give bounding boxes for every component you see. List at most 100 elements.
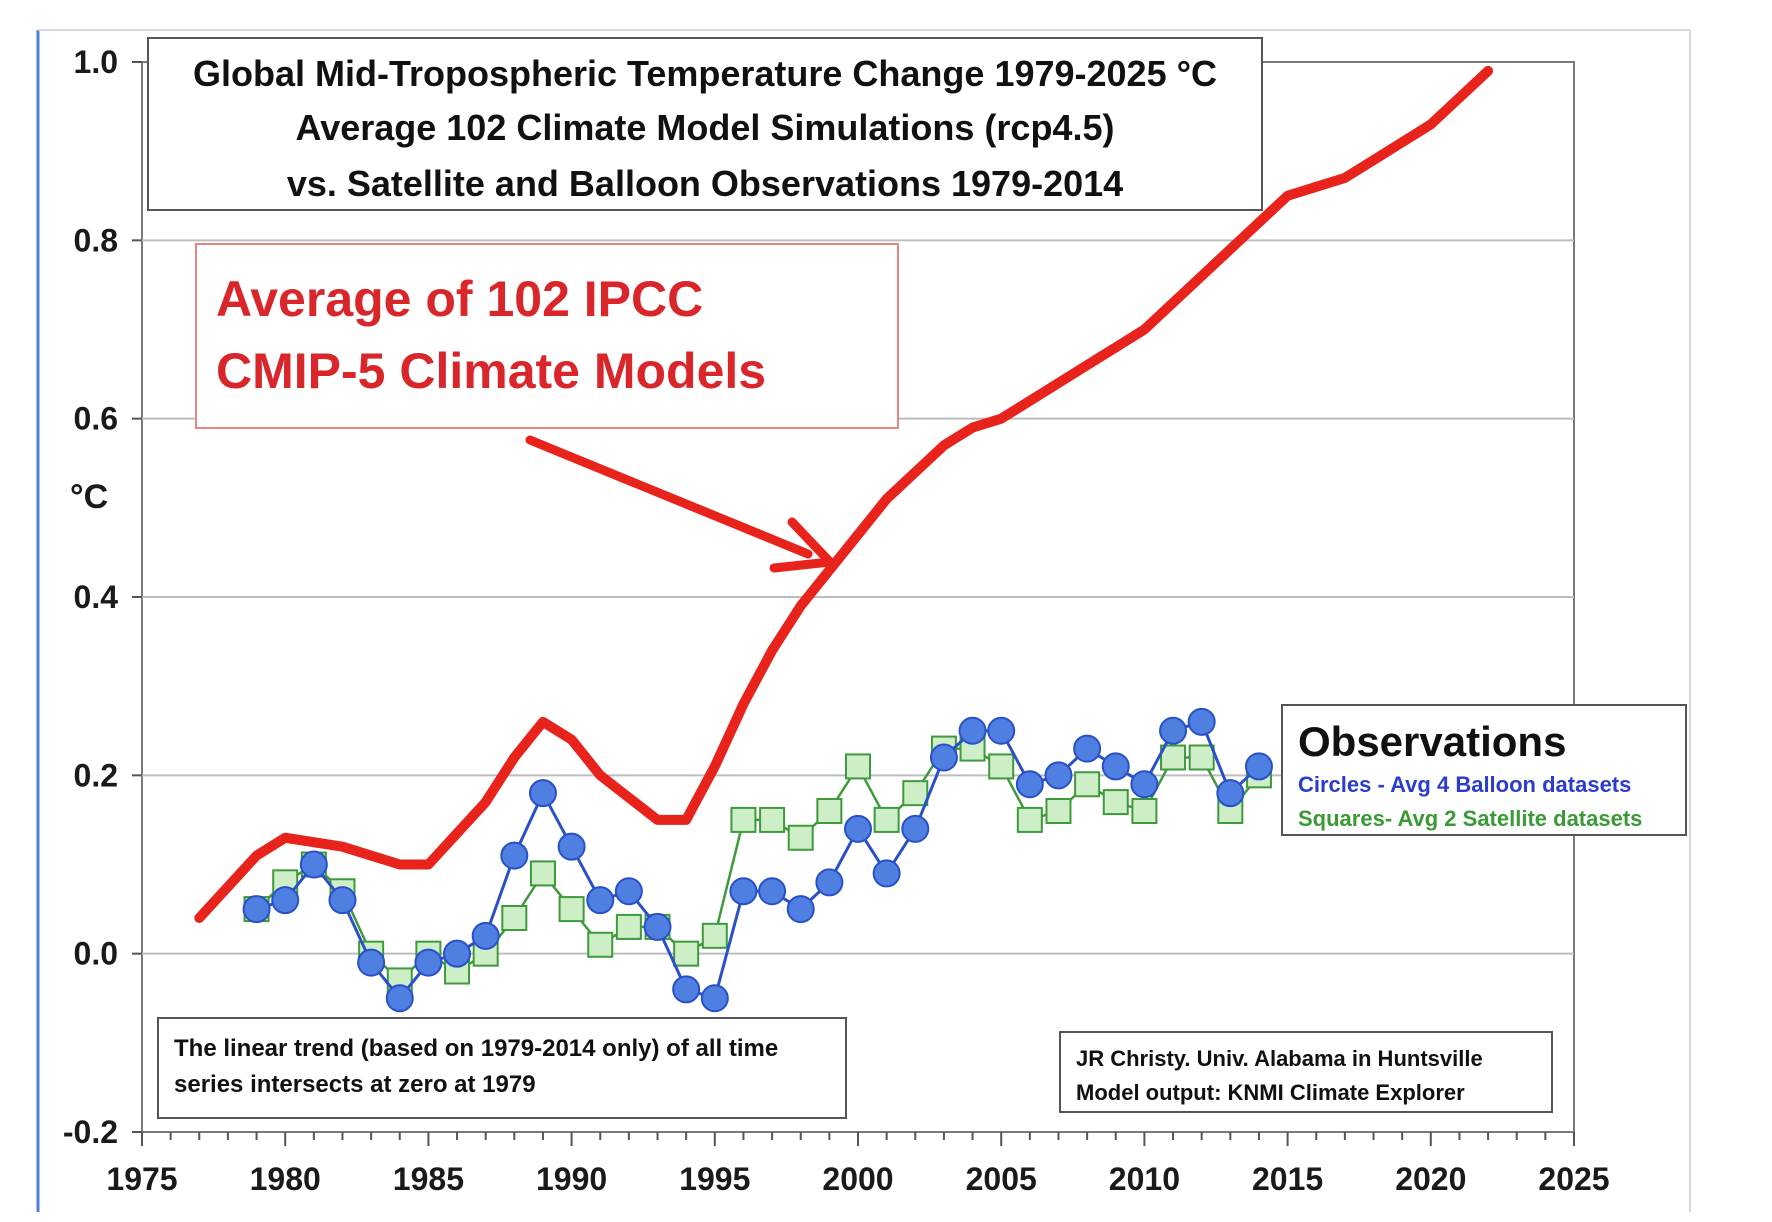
balloon-point [1187,707,1216,736]
satellite-point [501,905,528,931]
satellite-point [701,922,728,949]
balloon-point [242,895,271,924]
legend-item-satellite: Squares- Avg 2 Satellite datasets [1298,806,1642,831]
balloon-point [528,779,557,808]
legend-frame [1281,704,1687,836]
satellite-point [615,913,642,940]
balloon-point [614,877,643,906]
x-tick-label: 1995 [679,1161,750,1197]
balloon-point [729,877,758,906]
title-box: Global Mid-Tropospheric Temperature Chan… [147,37,1263,211]
balloon-point [1244,752,1273,781]
balloon-point [471,921,500,950]
models-label-line-1: Average of 102 IPCC [216,271,703,327]
x-tick-label: 1985 [393,1161,464,1197]
y-tick-label: 0.2 [74,757,118,793]
y-tick-label: -0.2 [63,1114,118,1150]
x-tick-label: 1990 [536,1161,607,1197]
satellite-point [1131,798,1158,824]
balloon-point [1044,761,1073,790]
x-tick-label: 2020 [1395,1161,1466,1197]
credit-line-2: Model output: KNMI Climate Explorer [1076,1080,1465,1105]
satellite-point [787,824,814,851]
x-tick-label: 2010 [1109,1161,1180,1197]
balloon-point [299,850,328,879]
x-tick-label: 2015 [1252,1161,1323,1197]
satellite-point [1045,798,1072,824]
satellite-point [558,896,585,923]
title-box-frame [147,37,1263,211]
balloon-point [328,886,357,915]
x-tick-label: 2000 [822,1161,893,1197]
satellite-point [1188,744,1215,771]
series-layer [194,65,1494,1013]
balloon-point [872,859,901,888]
x-tick-label: 1980 [250,1161,321,1197]
balloon-point [1015,770,1044,799]
satellite-point [673,940,700,967]
legend: Observations Circles - Avg 4 Balloon dat… [1281,704,1687,836]
balloon-point [901,814,930,843]
trend-note: The linear trend (based on 1979-2014 onl… [157,1017,847,1119]
model-mean-line [194,65,1494,923]
x-axis-ticks: 1975 1980 1985 1990 1995 2000 2005 2010 2015 2020… [106,1132,1610,1197]
legend-title: Observations [1298,718,1566,765]
chart-title-line-1: Global Mid-Tropospheric Temperature Chan… [193,53,1217,94]
balloon-point [958,716,987,745]
x-tick-label: 2025 [1538,1161,1609,1197]
balloon-point [1216,779,1245,808]
balloon-point [844,814,872,843]
satellite-point [587,931,614,958]
models-callout-frame [195,243,899,429]
chart-title-line-3: vs. Satellite and Balloon Observations 1… [287,163,1123,204]
models-label-line-2: CMIP-5 Climate Models [216,343,766,399]
balloon-point [643,912,672,941]
satellite-point [988,753,1015,780]
balloon-point [586,886,615,915]
y-axis-unit-label: °C [70,478,108,516]
balloon-point [1159,716,1188,745]
balloon-point [786,895,815,924]
balloon-point [443,939,472,968]
balloon-point [700,984,729,1013]
balloon-point [815,868,844,897]
balloon-point [271,886,300,915]
satellite-point [1074,771,1101,798]
satellite-point [529,860,556,887]
callout-arrow-shaft [525,435,813,559]
satellite-point [759,806,786,833]
y-tick-label: 0.8 [74,222,118,258]
balloon-point [672,975,701,1004]
satellite-point [1160,744,1187,771]
balloon-point [1130,770,1159,799]
balloon-point [414,948,443,977]
models-callout: Average of 102 IPCC CMIP-5 Climate Model… [195,243,899,573]
callout-arrow-head [769,517,835,573]
balloon-point [557,832,586,861]
satellite-point [1102,789,1129,816]
satellite-point [845,753,871,780]
balloon-point [385,984,414,1013]
credit-box: JR Christy. Univ. Alabama in Huntsville … [1059,1031,1553,1113]
y-axis-ticks: 1.0 0.8 0.6 0.4 0.2 0.0 -0.2 [63,44,142,1150]
credit-line-1: JR Christy. Univ. Alabama in Huntsville [1076,1046,1483,1071]
trend-note-line-1: The linear trend (based on 1979-2014 onl… [174,1035,778,1062]
balloon-point [929,743,958,772]
satellite-point [902,780,929,807]
balloon-point [758,877,787,906]
balloon-point [500,841,529,870]
credit-box-frame [1059,1031,1553,1113]
balloon-point [1073,734,1102,763]
chart-title-line-2: Average 102 Climate Model Simulations (r… [296,107,1115,148]
x-tick-label: 2005 [966,1161,1037,1197]
trend-note-frame [157,1017,847,1119]
balloon-point [1101,752,1130,781]
satellite-point [1016,806,1043,833]
balloon-point [987,716,1016,745]
trend-note-line-2: series intersects at zero at 1979 [174,1071,536,1098]
y-tick-label: 0.4 [74,579,119,615]
satellite-point [873,806,900,833]
satellite-point [816,798,843,824]
y-tick-label: 0.0 [74,936,118,972]
